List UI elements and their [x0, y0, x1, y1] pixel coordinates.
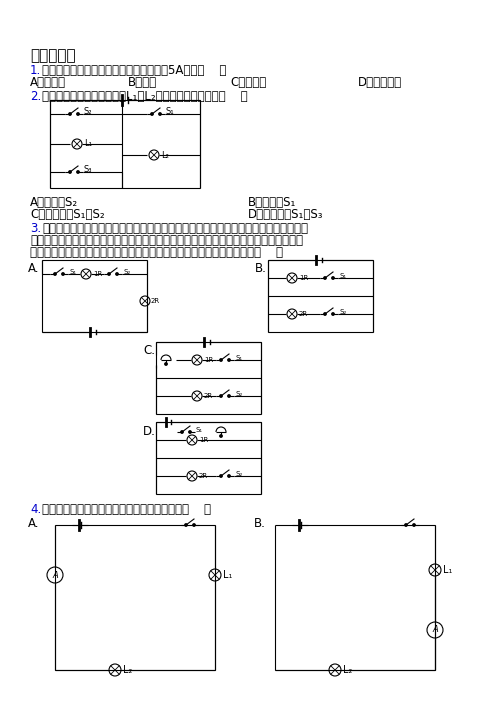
Circle shape: [228, 475, 230, 477]
Text: 1R: 1R: [204, 357, 213, 363]
Text: B．只闭合S₁: B．只闭合S₁: [248, 196, 297, 209]
Circle shape: [193, 524, 195, 526]
Circle shape: [228, 395, 230, 397]
Text: 亮灭就可以判断是哪位病人需要服务或者换药，下列电路图符合要求的是（    ）: 亮灭就可以判断是哪位病人需要服务或者换药，下列电路图符合要求的是（ ）: [30, 246, 283, 259]
Text: B．台灯: B．台灯: [128, 76, 157, 89]
Text: A．只闭合S₂: A．只闭合S₂: [30, 196, 78, 209]
Text: 如图所示，是某医院病房的呼叫系统简化电路图，要求当病人需要医护人员帮助时，可: 如图所示，是某医院病房的呼叫系统简化电路图，要求当病人需要医护人员帮助时，可: [42, 222, 308, 235]
Circle shape: [220, 435, 222, 437]
Text: 一、选择题: 一、选择题: [30, 48, 75, 63]
Text: L₂: L₂: [343, 665, 352, 675]
Circle shape: [159, 113, 161, 115]
Text: B.: B.: [254, 517, 266, 530]
Circle shape: [228, 359, 230, 362]
Text: D.: D.: [143, 425, 156, 438]
Circle shape: [405, 524, 407, 526]
Text: A: A: [52, 571, 58, 579]
Circle shape: [332, 277, 334, 279]
Circle shape: [324, 277, 326, 279]
Circle shape: [413, 524, 415, 526]
Text: S₁: S₁: [69, 269, 76, 275]
Circle shape: [220, 359, 222, 362]
Circle shape: [69, 113, 71, 115]
Text: L₁: L₁: [443, 565, 452, 575]
Text: 1R: 1R: [299, 275, 308, 281]
Circle shape: [77, 113, 79, 115]
Text: 如图所示电路中，会损坏电流表的错误接法是（    ）: 如图所示电路中，会损坏电流表的错误接法是（ ）: [42, 503, 211, 516]
Circle shape: [185, 524, 187, 526]
Text: L₁: L₁: [84, 140, 92, 149]
Circle shape: [181, 431, 183, 433]
Circle shape: [332, 313, 334, 315]
Text: A.: A.: [28, 517, 40, 530]
Text: 1R: 1R: [199, 437, 208, 443]
Circle shape: [77, 171, 79, 173]
Text: 下列家用电器中，正常工作时电流大约是5A的是（    ）: 下列家用电器中，正常工作时电流大约是5A的是（ ）: [42, 64, 226, 77]
Text: S₁: S₁: [339, 273, 346, 279]
Text: S₂: S₂: [339, 309, 346, 315]
Text: 2R: 2R: [299, 311, 308, 317]
Circle shape: [220, 475, 222, 477]
Text: D．同时闭合S₁和S₃: D．同时闭合S₁和S₃: [248, 208, 323, 221]
Text: 以按下自己床头的开关，这时护士站的电铃就会响起提醒医护人员，医护人员根据灯泡的: 以按下自己床头的开关，这时护士站的电铃就会响起提醒医护人员，医护人员根据灯泡的: [30, 234, 303, 247]
Text: S₁: S₁: [196, 427, 203, 433]
Text: A: A: [432, 625, 438, 635]
Text: S₁: S₁: [235, 355, 242, 361]
Text: 4.: 4.: [30, 503, 41, 516]
Circle shape: [189, 431, 191, 433]
Text: C.: C.: [143, 344, 155, 357]
Text: 1.: 1.: [30, 64, 41, 77]
Circle shape: [151, 113, 153, 115]
Text: S₂: S₂: [235, 471, 242, 477]
Text: S₂: S₂: [123, 269, 130, 275]
Text: A．收音机: A．收音机: [30, 76, 66, 89]
Text: S₁: S₁: [166, 107, 175, 117]
Text: A.: A.: [28, 262, 40, 275]
Text: S₂: S₂: [84, 107, 92, 117]
Circle shape: [116, 273, 118, 275]
Text: 如图所示的电路，要使灯泡L₁和L₂组成串联电路，应该（    ）: 如图所示的电路，要使灯泡L₁和L₂组成串联电路，应该（ ）: [42, 90, 248, 103]
Text: D．家用空调: D．家用空调: [358, 76, 402, 89]
Text: 2R: 2R: [199, 473, 208, 479]
Text: L₁: L₁: [223, 570, 232, 580]
Circle shape: [69, 171, 71, 173]
Circle shape: [62, 273, 64, 275]
Circle shape: [324, 313, 326, 315]
Text: C．电视机: C．电视机: [230, 76, 266, 89]
Text: C．同时闭合S₁和S₂: C．同时闭合S₁和S₂: [30, 208, 105, 221]
Circle shape: [108, 273, 110, 275]
Text: 2.: 2.: [30, 90, 41, 103]
Text: 2R: 2R: [151, 298, 160, 304]
Text: S₂: S₂: [235, 391, 242, 397]
Text: 1R: 1R: [93, 271, 102, 277]
Text: L₂: L₂: [161, 150, 169, 159]
Text: 2R: 2R: [204, 393, 213, 399]
Text: B.: B.: [255, 262, 267, 275]
Circle shape: [54, 273, 56, 275]
Circle shape: [220, 395, 222, 397]
Text: S₃: S₃: [84, 166, 92, 175]
Circle shape: [165, 363, 167, 365]
Text: L₂: L₂: [123, 665, 132, 675]
Text: 3.: 3.: [30, 222, 41, 235]
